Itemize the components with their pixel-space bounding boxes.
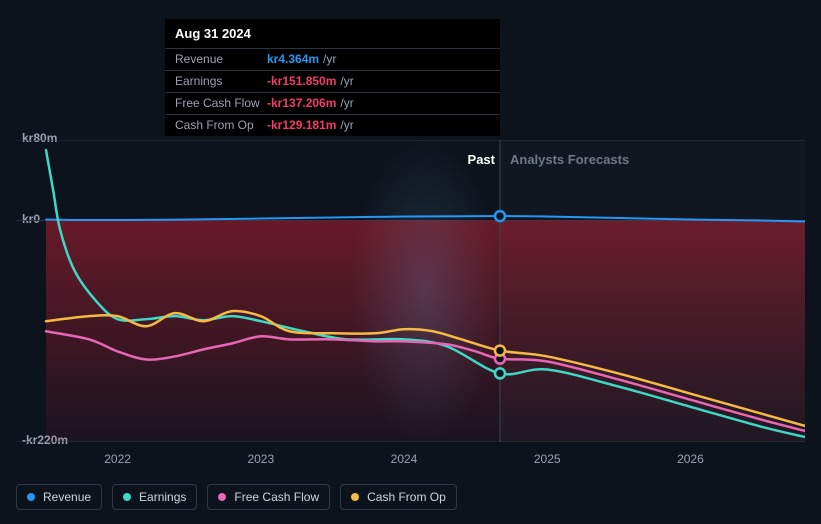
legend-label: Cash From Op bbox=[367, 490, 446, 504]
legend-item[interactable]: Cash From Op bbox=[340, 484, 457, 510]
tooltip-row-label: Free Cash Flow bbox=[175, 96, 267, 110]
tooltip-row: Revenuekr4.364m/yr bbox=[165, 48, 500, 70]
x-axis-tick: 2022 bbox=[104, 452, 131, 466]
legend-item[interactable]: Revenue bbox=[16, 484, 102, 510]
tooltip-row-label: Earnings bbox=[175, 74, 267, 88]
tooltip-row-unit: /yr bbox=[340, 96, 353, 110]
legend-label: Free Cash Flow bbox=[234, 490, 319, 504]
line-chart bbox=[16, 140, 805, 442]
legend-dot bbox=[27, 493, 35, 501]
legend: Revenue Earnings Free Cash Flow Cash From O… bbox=[16, 484, 457, 510]
tooltip-panel: Aug 31 2024 Revenuekr4.364m/yrEarnings-k… bbox=[165, 19, 500, 136]
tooltip-row-label: Revenue bbox=[175, 52, 267, 66]
tooltip-row-value: -kr137.206m bbox=[267, 96, 336, 110]
series-marker bbox=[495, 368, 505, 378]
x-axis-tick: 2023 bbox=[247, 452, 274, 466]
tooltip-row-label: Cash From Op bbox=[175, 118, 267, 132]
legend-dot bbox=[218, 493, 226, 501]
tooltip-row-unit: /yr bbox=[340, 118, 353, 132]
tooltip-row: Cash From Op-kr129.181m/yr bbox=[165, 114, 500, 136]
legend-dot bbox=[123, 493, 131, 501]
legend-item[interactable]: Free Cash Flow bbox=[207, 484, 330, 510]
series-marker bbox=[495, 346, 505, 356]
legend-item[interactable]: Earnings bbox=[112, 484, 197, 510]
tooltip-row-value: kr4.364m bbox=[267, 52, 319, 66]
x-axis-tick: 2026 bbox=[677, 452, 704, 466]
legend-label: Earnings bbox=[139, 490, 186, 504]
legend-dot bbox=[351, 493, 359, 501]
tooltip-row-value: -kr129.181m bbox=[267, 118, 336, 132]
tooltip-row-unit: /yr bbox=[323, 52, 336, 66]
x-axis: 2022 2023 2024 2025 2026 bbox=[16, 452, 805, 470]
series-marker bbox=[495, 211, 505, 221]
legend-label: Revenue bbox=[43, 490, 91, 504]
tooltip-row-unit: /yr bbox=[340, 74, 353, 88]
tooltip-row: Earnings-kr151.850m/yr bbox=[165, 70, 500, 92]
tooltip-date: Aug 31 2024 bbox=[165, 19, 500, 48]
tooltip-row: Free Cash Flow-kr137.206m/yr bbox=[165, 92, 500, 114]
x-axis-tick: 2025 bbox=[534, 452, 561, 466]
x-axis-tick: 2024 bbox=[391, 452, 418, 466]
tooltip-row-value: -kr151.850m bbox=[267, 74, 336, 88]
